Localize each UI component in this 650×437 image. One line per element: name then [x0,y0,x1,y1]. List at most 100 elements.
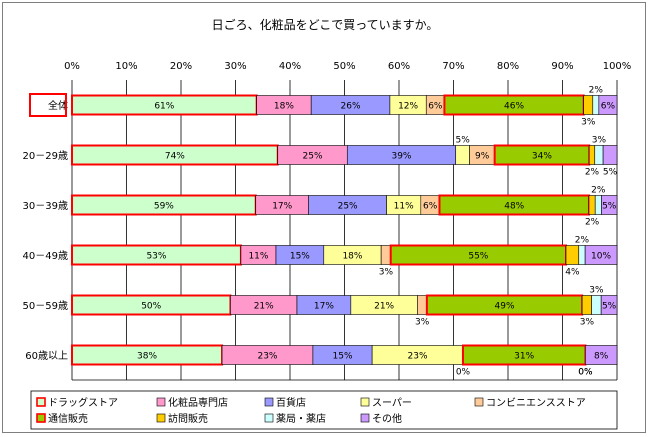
bar-segment [581,295,592,315]
segment-label: 8% [594,352,609,362]
category-labels: 全体 20－29歳 30－39歳 40－49歳 50－59歳 60歳以上 [23,93,68,362]
legend-swatch [474,397,484,407]
legend-label: スーパー [372,397,412,409]
segment-label: 0% [578,368,593,378]
bar-segment [380,245,392,265]
bar-segment [417,295,428,315]
legend-swatch [264,397,274,407]
segment-label: 34% [532,152,552,162]
bar-segment [588,195,596,215]
x-tick-label: 0% [64,61,80,72]
x-tick-label: 100% [603,61,632,72]
segment-label: 11% [248,252,268,262]
legend-label: 訪問販売 [168,412,208,425]
segment-label: 5% [602,302,617,312]
legend-swatch [156,397,166,407]
segment-label: 5% [603,168,618,178]
legend-label: 化粧品専門店 [168,396,228,409]
legend-swatch [36,413,46,423]
bar-segment [588,145,596,165]
segment-label: 74% [165,152,185,162]
segment-label: 2% [575,236,590,246]
segment-label: 55% [468,252,488,262]
stacked-bar-chart: 日ごろ、化粧品をどこで買っていますか。 0% 10% 20% 30% 40% 50% 60%… [23,17,632,430]
segment-label: 25% [338,202,358,212]
bar-segment [594,195,602,215]
segment-label: 38% [137,352,157,362]
bar-segment [602,145,618,165]
bar-segment [601,195,618,215]
segment-label: 0% [456,368,471,378]
segment-label: 12% [398,102,418,112]
category-label: 20－29歳 [23,150,68,162]
segment-label: 23% [257,352,277,362]
legend-swatch [360,413,370,423]
category-label: 60歳以上 [25,350,68,362]
segment-label: 50% [141,302,161,312]
bar-segment [583,95,594,115]
segment-label: 21% [374,302,394,312]
segment-label: 3% [415,318,430,328]
segment-label: 18% [342,252,362,262]
bars [71,94,618,366]
segment-label: 15% [333,352,353,362]
bar-segment [592,95,600,115]
chart-frame: 日ごろ、化粧品をどこで買っていますか。 0% 10% 20% 30% 40% 50% 60%… [2,2,646,433]
x-tick-label: 10% [115,61,137,72]
legend-swatch [156,413,166,423]
segment-label: 5% [456,136,471,146]
segment-label: 2% [589,86,604,96]
segment-label: 3% [379,268,394,278]
segment-label: 48% [504,202,524,212]
segment-label: 9% [475,152,490,162]
segment-label: 2% [585,218,600,228]
grid-lines [71,80,618,381]
segment-label: 15% [290,252,310,262]
legend-label: 百貨店 [276,396,306,409]
segment-label: 0% [578,368,593,378]
segment-label: 26% [341,102,361,112]
legend-label: 通信販売 [48,412,88,425]
segment-label: 3% [580,318,595,328]
bar-segment [594,145,604,165]
x-tick-label: 50% [333,61,355,72]
segment-label: 46% [504,102,524,112]
x-tick-label: 20% [170,61,192,72]
x-tick-label: 90% [551,61,573,72]
segment-label: 49% [495,302,515,312]
legend-box [30,390,618,430]
segment-label: 5% [602,202,617,212]
category-label: 30－39歳 [23,200,68,212]
segment-label: 53% [146,252,166,262]
segment-label: 3% [581,118,596,128]
x-tick-label: 40% [279,61,301,72]
bar-segment [585,345,618,365]
x-tick-label: 60% [388,61,410,72]
segment-labels: 61% 18% 26% 12% 6% 46% 3% 2% 6% 74% 25% 39% 5% 9% 34% 2… [137,86,618,378]
segment-label: 11% [394,202,414,212]
chart-title: 日ごろ、化粧品をどこで買っていますか。 [212,17,439,32]
segment-label: 25% [303,152,323,162]
legend-label: コンビニエンスストア [486,397,586,409]
legend-swatch [264,413,274,423]
legend-label: 薬局・薬店 [276,412,326,425]
segment-label: 4% [565,268,580,278]
segment-label: 61% [154,102,174,112]
segment-label: 2% [585,168,600,178]
x-tick-label: 80% [497,61,519,72]
segment-label: 59% [154,202,174,212]
bar-segment [455,145,470,165]
bar-segment [565,245,580,265]
legend-swatch [36,397,46,407]
segment-label: 3% [589,286,604,296]
bar-segment [598,95,618,115]
category-label: 40－49歳 [23,250,68,262]
segment-label: 17% [272,202,292,212]
category-highlight-box [29,93,67,117]
segment-label: 31% [514,352,534,362]
segment-label: 18% [274,102,294,112]
category-label: 50－59歳 [23,300,68,312]
legend-label: ドラッグストア [48,396,118,409]
segment-label: 6% [428,102,443,112]
